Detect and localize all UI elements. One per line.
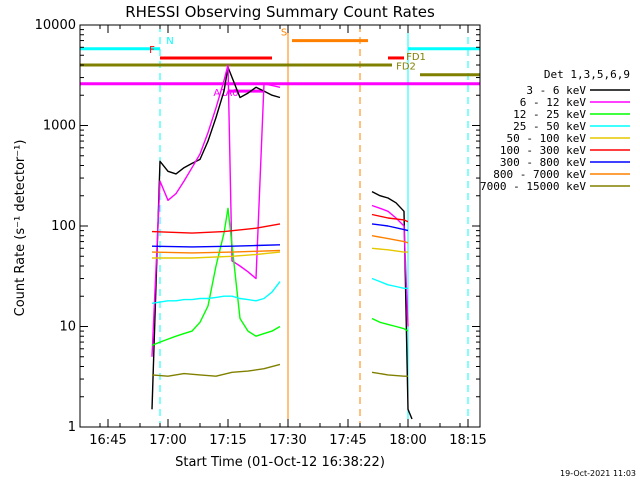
y-tick-label: 1000 (43, 119, 76, 134)
status-bar-label: F (149, 45, 155, 56)
status-bar-label: FD1 (406, 52, 426, 63)
legend-label: 50 - 100 keV (507, 132, 587, 145)
series-line (151, 207, 281, 346)
legend-label: 12 - 25 keV (513, 108, 586, 121)
series-line (371, 223, 409, 232)
status-bar-label: FD2 (396, 62, 416, 73)
x-tick-label: 18:15 (449, 433, 486, 448)
x-axis-label: Start Time (01-Oct-12 16:38:22) (175, 455, 385, 470)
y-tick-label: 10000 (35, 18, 76, 33)
series-line (151, 281, 281, 304)
x-tick-label: 17:45 (329, 433, 366, 448)
series-line (371, 213, 409, 223)
axes: 1 10 100 1000 10000 16:45 17:00 17:15 17:30 17:45… (35, 18, 487, 448)
legend-label: 6 - 12 keV (520, 96, 587, 109)
series-line (152, 251, 281, 259)
series-line (151, 66, 281, 410)
chart-title: RHESSI Observing Summary Count Rates (125, 3, 435, 21)
y-tick-label: 10 (59, 320, 76, 335)
series-line (371, 235, 409, 244)
legend-label: 300 - 800 keV (500, 156, 586, 169)
legend-label: 3 - 6 keV (526, 84, 586, 97)
y-tick-label: 100 (51, 219, 76, 234)
series-line (371, 190, 413, 420)
timestamp: 19-Oct-2021 11:03 (560, 469, 636, 478)
legend-title: Det 1,3,5,6,9 (544, 68, 630, 81)
y-axis-label: Count Rate (s⁻¹ detector⁻¹) (13, 140, 28, 317)
series-line (151, 363, 281, 377)
series-line (151, 249, 281, 254)
series-line (371, 371, 408, 377)
attenuator-label: A0 (225, 88, 238, 99)
x-tick-label: 18:00 (389, 433, 426, 448)
x-tick-label: 17:00 (149, 433, 186, 448)
status-bar-label: N (166, 36, 173, 47)
series-lines (151, 64, 413, 420)
series-line (151, 223, 281, 234)
x-tick-label: 17:30 (269, 433, 306, 448)
y-tick-label: 1 (68, 420, 76, 435)
status-bar-label: S (281, 28, 287, 39)
series-line (371, 204, 409, 327)
series-line (371, 317, 409, 332)
legend-label: 7000 - 15000 keV (480, 180, 586, 193)
legend-label: 25 - 50 keV (513, 120, 586, 133)
x-tick-label: 17:15 (209, 433, 246, 448)
legend-label: 800 - 7000 keV (493, 168, 586, 181)
series-line (151, 244, 281, 248)
legend-label: 100 - 300 keV (500, 144, 586, 157)
series-line (371, 277, 408, 289)
series-line (371, 247, 408, 253)
x-tick-label: 16:45 (89, 433, 126, 448)
